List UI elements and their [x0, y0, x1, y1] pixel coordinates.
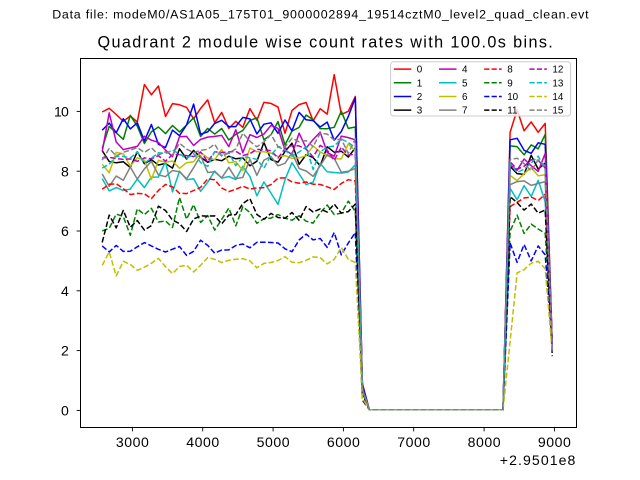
svg-text:15: 15	[552, 106, 563, 117]
svg-text:0: 0	[417, 65, 423, 76]
svg-text:2: 2	[417, 92, 423, 103]
svg-text:10: 10	[54, 104, 69, 120]
svg-text:6: 6	[462, 92, 468, 103]
svg-text:4: 4	[462, 65, 468, 76]
svg-text:14: 14	[552, 92, 563, 103]
svg-text:3000: 3000	[116, 434, 149, 450]
svg-text:8: 8	[61, 163, 69, 179]
svg-text:6: 6	[61, 223, 69, 239]
svg-text:11: 11	[507, 106, 518, 117]
svg-text:4: 4	[61, 283, 69, 299]
svg-text:5000: 5000	[257, 434, 290, 450]
svg-text:Quadrant 2 module wise count r: Quadrant 2 module wise count rates with …	[98, 34, 553, 52]
svg-text:2: 2	[61, 343, 69, 359]
svg-text:5: 5	[462, 78, 468, 89]
svg-text:7: 7	[462, 106, 468, 117]
svg-text:4000: 4000	[186, 434, 219, 450]
svg-text:10: 10	[507, 92, 518, 103]
svg-text:8000: 8000	[468, 434, 501, 450]
svg-text:1: 1	[417, 78, 423, 89]
svg-text:9000: 9000	[538, 434, 571, 450]
svg-text:7000: 7000	[397, 434, 430, 450]
svg-text:6000: 6000	[327, 434, 360, 450]
svg-text:8: 8	[507, 65, 513, 76]
svg-text:13: 13	[552, 78, 563, 89]
svg-text:12: 12	[552, 65, 563, 76]
svg-text:Data file: modeM0/AS1A05_175T0: Data file: modeM0/AS1A05_175T01_90000028…	[52, 7, 589, 21]
svg-text:3: 3	[417, 106, 423, 117]
svg-text:9: 9	[507, 78, 513, 89]
svg-text:+2.9501e8: +2.9501e8	[500, 452, 576, 468]
svg-text:0: 0	[61, 403, 69, 419]
